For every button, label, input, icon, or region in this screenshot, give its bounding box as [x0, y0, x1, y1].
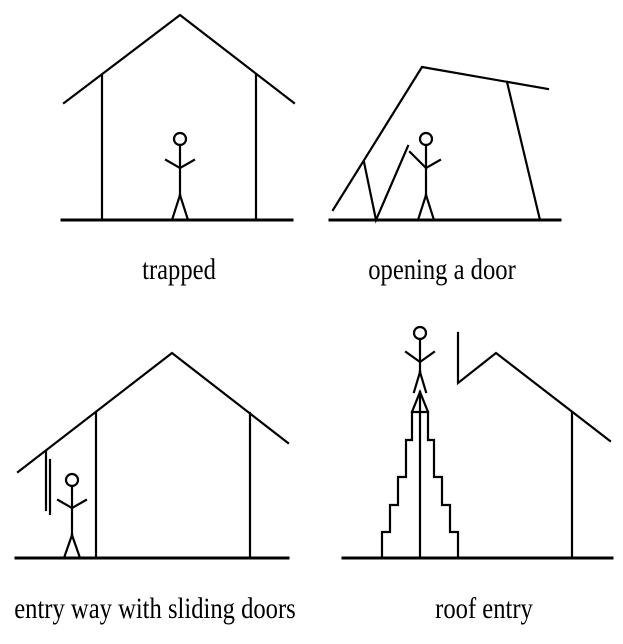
- figure-left-arm: [408, 150, 428, 170]
- caption-opening-door: opening a door: [368, 253, 516, 286]
- caption-roof-entry: roof entry: [435, 592, 533, 625]
- opened-door: [362, 144, 410, 224]
- figure-head: [64, 472, 80, 488]
- stick-figure: [404, 325, 436, 394]
- figure-right-arm: [424, 158, 442, 170]
- roof: [16, 351, 290, 474]
- figure-left-leg: [62, 533, 74, 560]
- figure-head: [418, 131, 434, 147]
- stick-figure: [164, 131, 196, 222]
- figure-head: [172, 131, 188, 147]
- figure-right-arm: [178, 158, 196, 170]
- caption-trapped: trapped: [142, 253, 216, 286]
- figure-left-leg: [170, 193, 182, 222]
- stick-figure: [408, 131, 442, 222]
- tilted-roof: [331, 65, 550, 212]
- figure-left-leg: [416, 193, 428, 222]
- roof: [62, 13, 296, 105]
- stick-figure: [56, 472, 88, 560]
- figure-right-arm: [70, 498, 88, 510]
- panel-trapped: [60, 13, 296, 222]
- figure-left-arm: [164, 158, 182, 170]
- panel-opening-door: [328, 65, 562, 224]
- panel-sliding-doors: [14, 351, 290, 560]
- figure-right-arm: [418, 350, 436, 364]
- caption-sliding-doors: entry way with sliding doors: [14, 592, 296, 625]
- figure-right-leg: [424, 193, 436, 222]
- panel-roof-entry: [341, 325, 614, 560]
- figure-right-leg: [418, 370, 428, 394]
- figure-right-leg: [70, 533, 82, 560]
- figure-left-leg: [412, 370, 422, 394]
- right-wall: [505, 80, 542, 222]
- figure-head: [412, 325, 428, 341]
- figure-left-arm: [56, 498, 74, 510]
- figure-right-leg: [178, 193, 190, 222]
- cut-roof: [456, 331, 612, 443]
- figure-left-arm: [404, 350, 422, 364]
